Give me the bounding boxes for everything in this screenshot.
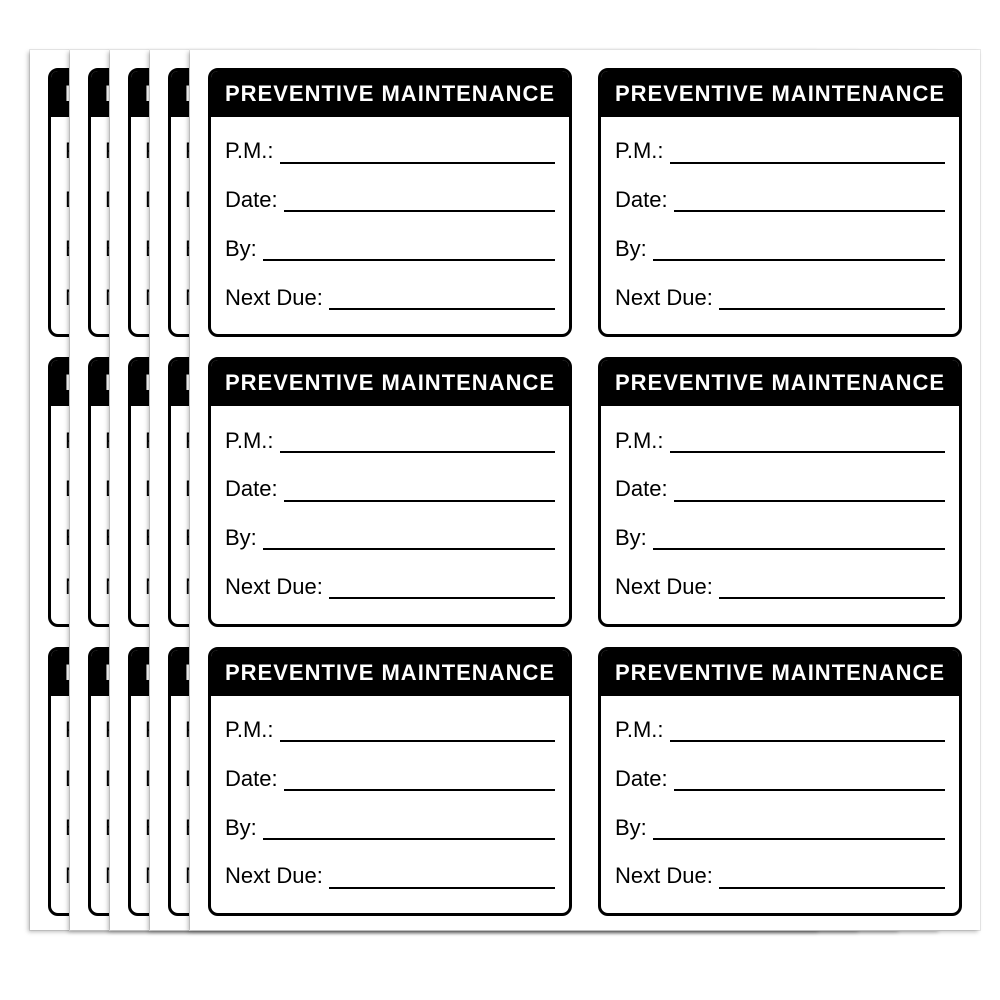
card-title: PREVENTIVE MAINTENANCE <box>211 650 569 696</box>
field-label: By: <box>225 526 257 550</box>
write-in-line <box>719 288 945 310</box>
field-row: P.M.: <box>615 718 945 742</box>
write-in-line <box>329 578 555 600</box>
write-in-line <box>284 769 555 791</box>
field-row: Date: <box>615 477 945 501</box>
field-label: By: <box>615 816 647 840</box>
field-label: Next Due: <box>225 864 323 888</box>
card-body: P.M.: Date: By: Next Due: <box>601 406 959 623</box>
field-row: Date: <box>615 188 945 212</box>
write-in-line <box>280 720 555 742</box>
write-in-line <box>329 867 555 889</box>
card-title: PREVENTIVE MAINTENANCE <box>211 360 569 406</box>
write-in-line <box>670 142 945 164</box>
field-row: P.M.: <box>225 429 555 453</box>
write-in-line <box>284 191 555 213</box>
write-in-line <box>653 239 945 261</box>
write-in-line <box>674 480 945 502</box>
label-sheet: PREVENTIVE MAINTENANCE P.M.: Date: By: Next … <box>190 50 980 930</box>
write-in-line <box>719 578 945 600</box>
write-in-line <box>674 769 945 791</box>
field-label: P.M.: <box>615 429 664 453</box>
field-row: Next Due: <box>225 575 555 599</box>
field-row: By: <box>615 237 945 261</box>
field-row: Date: <box>225 188 555 212</box>
card-title: PREVENTIVE MAINTENANCE <box>601 71 959 117</box>
field-label: P.M.: <box>615 718 664 742</box>
write-in-line <box>670 720 945 742</box>
field-label: By: <box>615 526 647 550</box>
field-row: By: <box>615 526 945 550</box>
card-body: P.M.: Date: By: Next Due: <box>211 696 569 913</box>
field-label: P.M.: <box>225 718 274 742</box>
card-body: P.M.: Date: By: Next Due: <box>601 117 959 334</box>
field-row: By: <box>615 816 945 840</box>
maintenance-label-card: PREVENTIVE MAINTENANCE P.M.: Date: By: Next … <box>208 68 572 337</box>
field-row: P.M.: <box>615 139 945 163</box>
field-label: P.M.: <box>225 139 274 163</box>
write-in-line <box>284 480 555 502</box>
field-label: Date: <box>615 767 668 791</box>
field-row: P.M.: <box>225 718 555 742</box>
field-row: By: <box>225 526 555 550</box>
field-row: P.M.: <box>225 139 555 163</box>
card-title: PREVENTIVE MAINTENANCE <box>601 650 959 696</box>
write-in-line <box>670 431 945 453</box>
write-in-line <box>263 529 555 551</box>
write-in-line <box>653 529 945 551</box>
field-label: P.M.: <box>615 139 664 163</box>
field-row: By: <box>225 816 555 840</box>
field-row: Next Due: <box>615 286 945 310</box>
write-in-line <box>719 867 945 889</box>
field-label: Next Due: <box>225 575 323 599</box>
field-label: Next Due: <box>615 286 713 310</box>
write-in-line <box>674 191 945 213</box>
maintenance-label-card: PREVENTIVE MAINTENANCE P.M.: Date: By: Next … <box>598 68 962 337</box>
card-title: PREVENTIVE MAINTENANCE <box>211 71 569 117</box>
field-label: By: <box>225 237 257 261</box>
label-sheet-stack: PREVENTIVE MAINTENANCE P.M.: Date: By: Next … <box>0 0 1000 1000</box>
field-row: Next Due: <box>225 864 555 888</box>
field-label: Date: <box>225 767 278 791</box>
field-row: Date: <box>615 767 945 791</box>
field-label: By: <box>225 816 257 840</box>
card-body: P.M.: Date: By: Next Due: <box>211 117 569 334</box>
field-row: By: <box>225 237 555 261</box>
field-row: P.M.: <box>615 429 945 453</box>
write-in-line <box>263 818 555 840</box>
field-row: Next Due: <box>615 864 945 888</box>
field-label: By: <box>615 237 647 261</box>
write-in-line <box>263 239 555 261</box>
card-body: P.M.: Date: By: Next Due: <box>211 406 569 623</box>
field-label: Date: <box>615 188 668 212</box>
write-in-line <box>280 431 555 453</box>
field-row: Next Due: <box>615 575 945 599</box>
maintenance-label-card: PREVENTIVE MAINTENANCE P.M.: Date: By: Next … <box>208 357 572 626</box>
maintenance-label-card: PREVENTIVE MAINTENANCE P.M.: Date: By: Next … <box>208 647 572 916</box>
label-grid: PREVENTIVE MAINTENANCE P.M.: Date: By: Next … <box>208 68 962 916</box>
field-label: Next Due: <box>225 286 323 310</box>
write-in-line <box>653 818 945 840</box>
maintenance-label-card: PREVENTIVE MAINTENANCE P.M.: Date: By: Next … <box>598 647 962 916</box>
write-in-line <box>280 142 555 164</box>
field-row: Date: <box>225 767 555 791</box>
card-title: PREVENTIVE MAINTENANCE <box>601 360 959 406</box>
field-label: Next Due: <box>615 575 713 599</box>
field-label: Date: <box>225 188 278 212</box>
field-label: Next Due: <box>615 864 713 888</box>
field-row: Next Due: <box>225 286 555 310</box>
field-label: Date: <box>615 477 668 501</box>
field-label: P.M.: <box>225 429 274 453</box>
maintenance-label-card: PREVENTIVE MAINTENANCE P.M.: Date: By: Next … <box>598 357 962 626</box>
card-body: P.M.: Date: By: Next Due: <box>601 696 959 913</box>
write-in-line <box>329 288 555 310</box>
field-label: Date: <box>225 477 278 501</box>
field-row: Date: <box>225 477 555 501</box>
